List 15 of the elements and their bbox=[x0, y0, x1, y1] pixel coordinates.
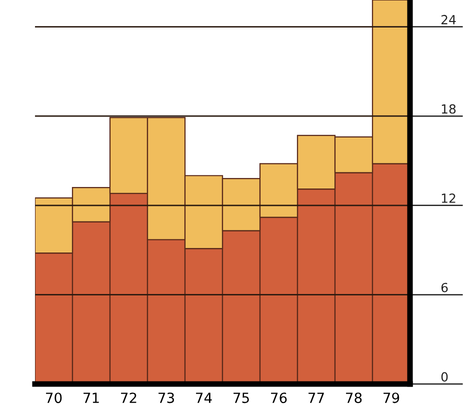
x-tick-label: 79 bbox=[384, 392, 400, 404]
y-tick-label: 18 bbox=[442, 104, 456, 114]
x-tick-label: 72 bbox=[121, 392, 136, 403]
y-tick-label: 24 bbox=[441, 14, 456, 24]
x-tick-label: 75 bbox=[234, 392, 249, 404]
y-tick-label: 0 bbox=[441, 372, 448, 382]
x-tick-label: 78 bbox=[346, 392, 362, 404]
y-tick-label: 6 bbox=[441, 282, 448, 292]
x-tick-label: 71 bbox=[84, 392, 99, 403]
y-tick-label: 12 bbox=[442, 194, 456, 203]
x-tick-label: 76 bbox=[271, 392, 287, 404]
x-tick-label: 74 bbox=[196, 392, 212, 403]
x-tick-label: 70 bbox=[46, 392, 62, 404]
x-tick-label: 77 bbox=[308, 392, 324, 403]
x-tick-label: 73 bbox=[158, 392, 174, 404]
